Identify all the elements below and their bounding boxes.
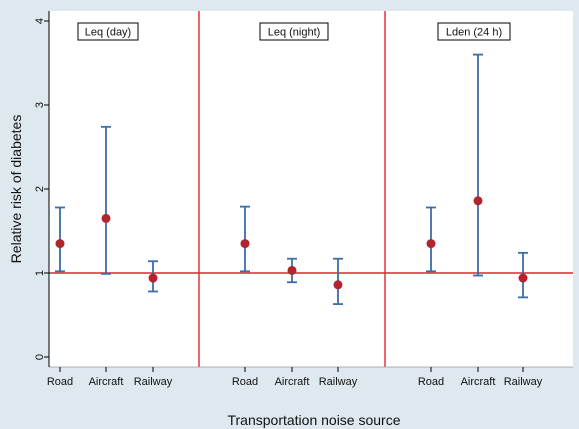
point-estimate [333,280,343,290]
point-estimate [101,213,111,223]
x-tick-label: Railway [134,376,173,388]
panel-label-box [77,22,139,41]
chart-marks: Road Aircraft Railway Road Aircraft Railway Ro… [47,53,543,388]
x-tick-label: Railway [504,376,543,388]
panel-label: Leq (night) [268,27,321,39]
panel-label: Lden (24 h) [446,27,502,39]
point-estimate [240,239,250,249]
point-estimate [287,265,297,275]
panels: Leq (day) Leq (night) Lden (24 h) [49,11,573,368]
panel-label: Leq (day) [85,27,131,39]
x-tick-label: Railway [319,376,358,388]
y-tick-label: 3 [34,102,46,108]
x-tick-label: Road [47,376,73,388]
y-axis-title: Relative risk of diabetes [8,115,24,264]
x-tick-label: Road [418,376,444,388]
x-tick-label: Aircraft [461,376,496,388]
y-axis: 0 1 2 3 4 [34,11,50,367]
point-estimate [518,273,528,283]
point-estimate [55,239,65,249]
x-tick-label: Aircraft [89,376,124,388]
plot-area [49,11,573,367]
y-tick-label: 0 [34,354,46,360]
y-tick-label: 1 [34,270,46,276]
panel-label-box [437,22,511,41]
point-estimate [148,273,158,283]
panel-label-box [259,22,329,41]
point-estimate [426,239,436,249]
x-axis-title: Transportation noise source [227,412,400,428]
x-tick-label: Aircraft [275,376,310,388]
y-tick-label: 2 [34,186,46,192]
point-estimate [473,196,483,206]
y-tick-label: 4 [34,18,46,24]
x-tick-label: Road [232,376,258,388]
